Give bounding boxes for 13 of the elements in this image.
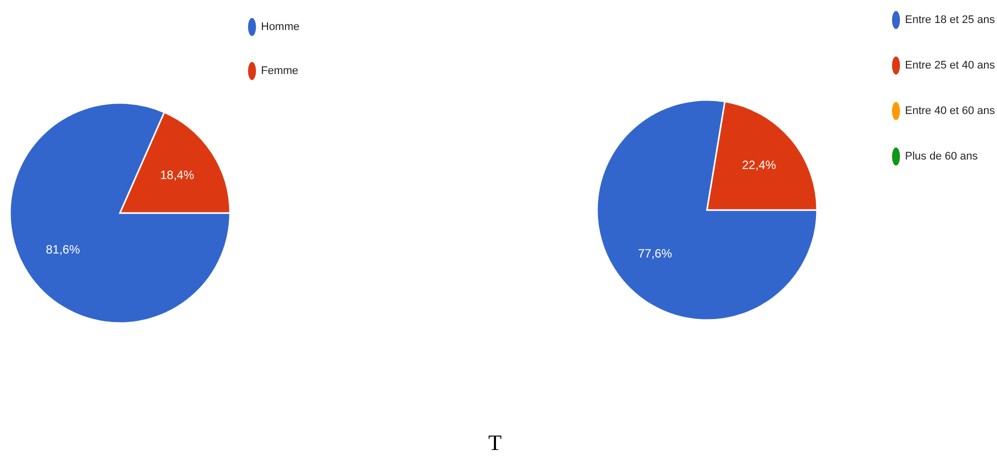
data-label: 81,6%: [46, 242, 80, 256]
legend-label: Entre 18 et 25 ans: [905, 14, 996, 26]
legend-label: Femme: [261, 64, 298, 77]
legend-label: Homme: [261, 20, 300, 33]
data-label: 22,4%: [742, 158, 776, 172]
data-label: 77,6%: [638, 246, 672, 260]
legend-label: Entre 25 et 40 ans: [905, 59, 996, 72]
data-label: 18,4%: [160, 168, 194, 182]
text: T: [488, 430, 502, 456]
pie-slice: [596, 99, 818, 321]
pie-slice: [9, 102, 231, 324]
legend-label: Plus de 60 ans: [905, 150, 978, 162]
legend-label: Entre 40 et 60 ans: [905, 104, 996, 117]
